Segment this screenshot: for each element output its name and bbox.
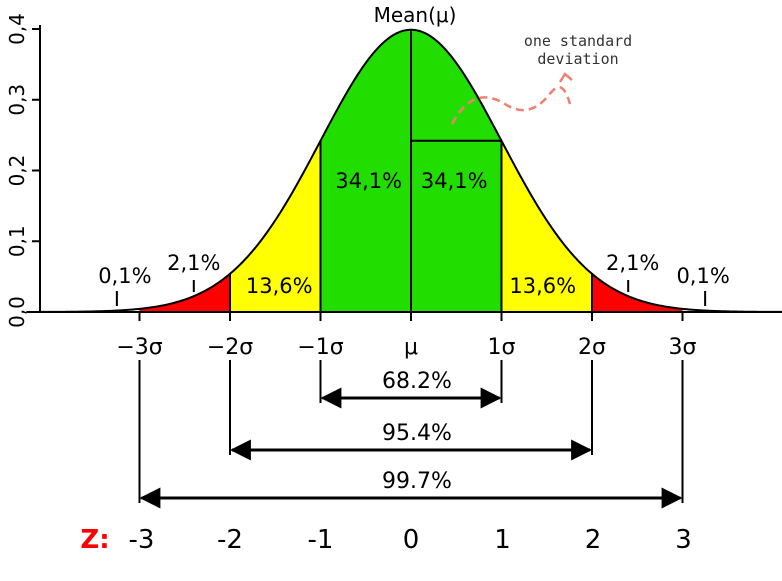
y-tick-label: 0,3 — [5, 84, 29, 116]
span-label: 68.2% — [382, 369, 452, 394]
normal-curve — [26, 28, 782, 313]
tail-label: 0,1% — [676, 264, 729, 288]
sigma-label: 2σ — [578, 335, 606, 360]
region-label: 2,1% — [167, 251, 220, 275]
annotation-line-1: one standard — [524, 32, 632, 50]
region-label: 34,1% — [335, 169, 402, 193]
z-value: 2 — [585, 525, 602, 555]
z-value: 3 — [675, 525, 692, 555]
coverage-spans: 68.2% 95.4% 99.7% — [138, 360, 684, 509]
y-tick-label: 0,2 — [5, 155, 29, 187]
z-value: -2 — [217, 525, 243, 555]
z-value: 0 — [403, 525, 420, 555]
region-label: 2,1% — [606, 251, 659, 275]
mean-title: Mean(μ) — [374, 3, 457, 27]
sigma-label: −1σ — [297, 335, 343, 360]
span-label: 99.7% — [382, 469, 452, 494]
sigma-label: 3σ — [669, 335, 697, 360]
z-row-label: Z: — [80, 525, 109, 555]
sigma-dividers — [229, 29, 593, 312]
region-label: 13,6% — [509, 274, 576, 298]
region-4-fill — [139, 273, 230, 312]
region-label: 13,6% — [246, 274, 313, 298]
sigma-label: 1σ — [488, 335, 516, 360]
z-value: 1 — [494, 525, 511, 555]
span-label: 95.4% — [382, 421, 452, 446]
region-5-fill — [592, 273, 683, 312]
z-value: -1 — [308, 525, 334, 555]
y-axis-ticks: 0,0 0,1 0,2 0,3 0,4 — [5, 13, 40, 328]
y-tick-label: 0,4 — [5, 13, 29, 45]
sigma-label: −3σ — [116, 335, 162, 360]
y-tick-label: 0,0 — [5, 296, 29, 328]
x-axis-ticks: −3σ −2σ −1σ μ 1σ 2σ 3σ — [116, 312, 697, 360]
sigma-label: μ — [404, 335, 418, 360]
region-label: 34,1% — [421, 169, 488, 193]
region-labels: 13,6% 34,1% 34,1% 13,6% 2,1% 2,1% — [167, 169, 659, 298]
tail-label: 0,1% — [98, 264, 151, 288]
z-value: -3 — [129, 525, 155, 555]
tail-labels: 0,1% 0,1% — [98, 264, 730, 306]
z-score-row: Z: -3 -2 -1 0 1 2 3 — [80, 525, 691, 555]
annotation: one standard deviation — [450, 32, 632, 125]
sigma-label: −2σ — [207, 335, 253, 360]
y-tick-label: 0,1 — [5, 225, 29, 257]
annotation-arrowhead-icon — [558, 72, 573, 83]
annotation-line-2: deviation — [537, 50, 618, 68]
